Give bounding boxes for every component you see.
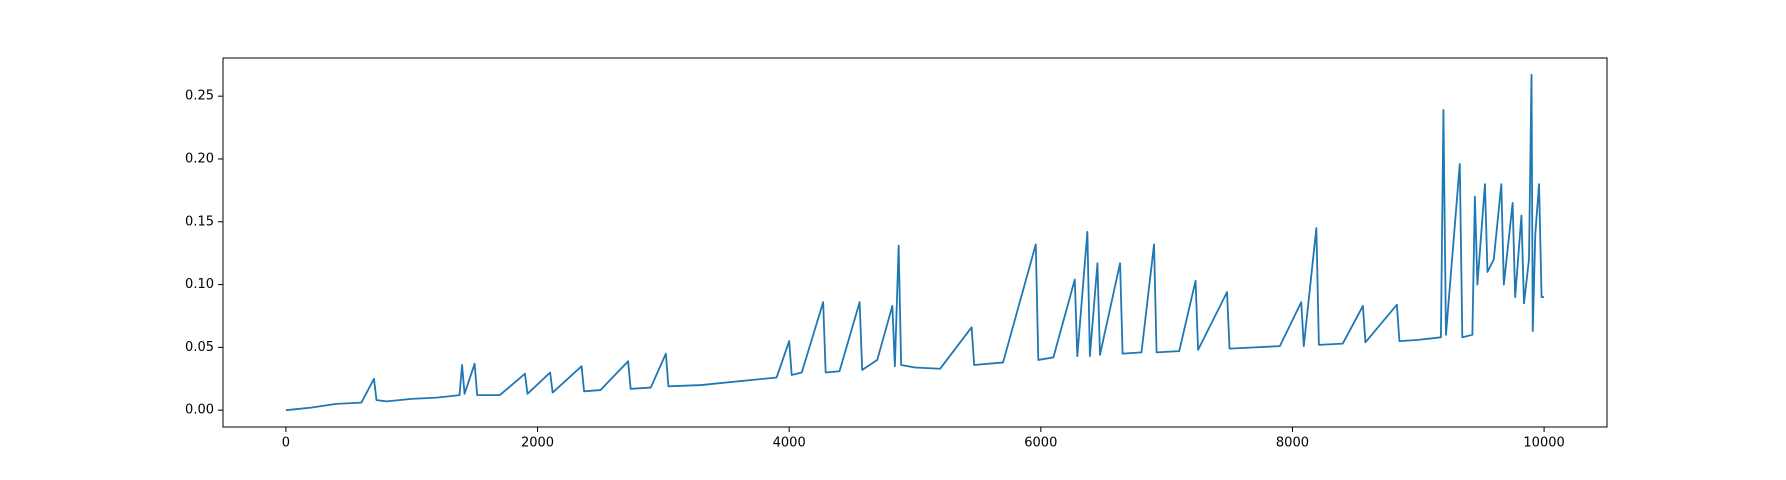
x-tick-label: 8000	[1276, 436, 1309, 451]
y-tick-label: 0.20	[185, 151, 214, 166]
y-tick-label: 0.25	[185, 89, 214, 104]
x-tick-label: 2000	[521, 436, 554, 451]
y-tick-label: 0.05	[185, 340, 214, 355]
x-tick-label: 6000	[1024, 436, 1057, 451]
x-tick-label: 10000	[1523, 436, 1564, 451]
plot-frame	[222, 57, 1608, 428]
x-tick-label: 4000	[773, 436, 806, 451]
y-tick-label: 0.10	[185, 277, 214, 292]
x-tick-label: 0	[282, 436, 290, 451]
data-line	[285, 73, 1545, 412]
y-tick-label: 0.15	[185, 214, 214, 229]
y-tick-label: 0.00	[185, 403, 214, 418]
